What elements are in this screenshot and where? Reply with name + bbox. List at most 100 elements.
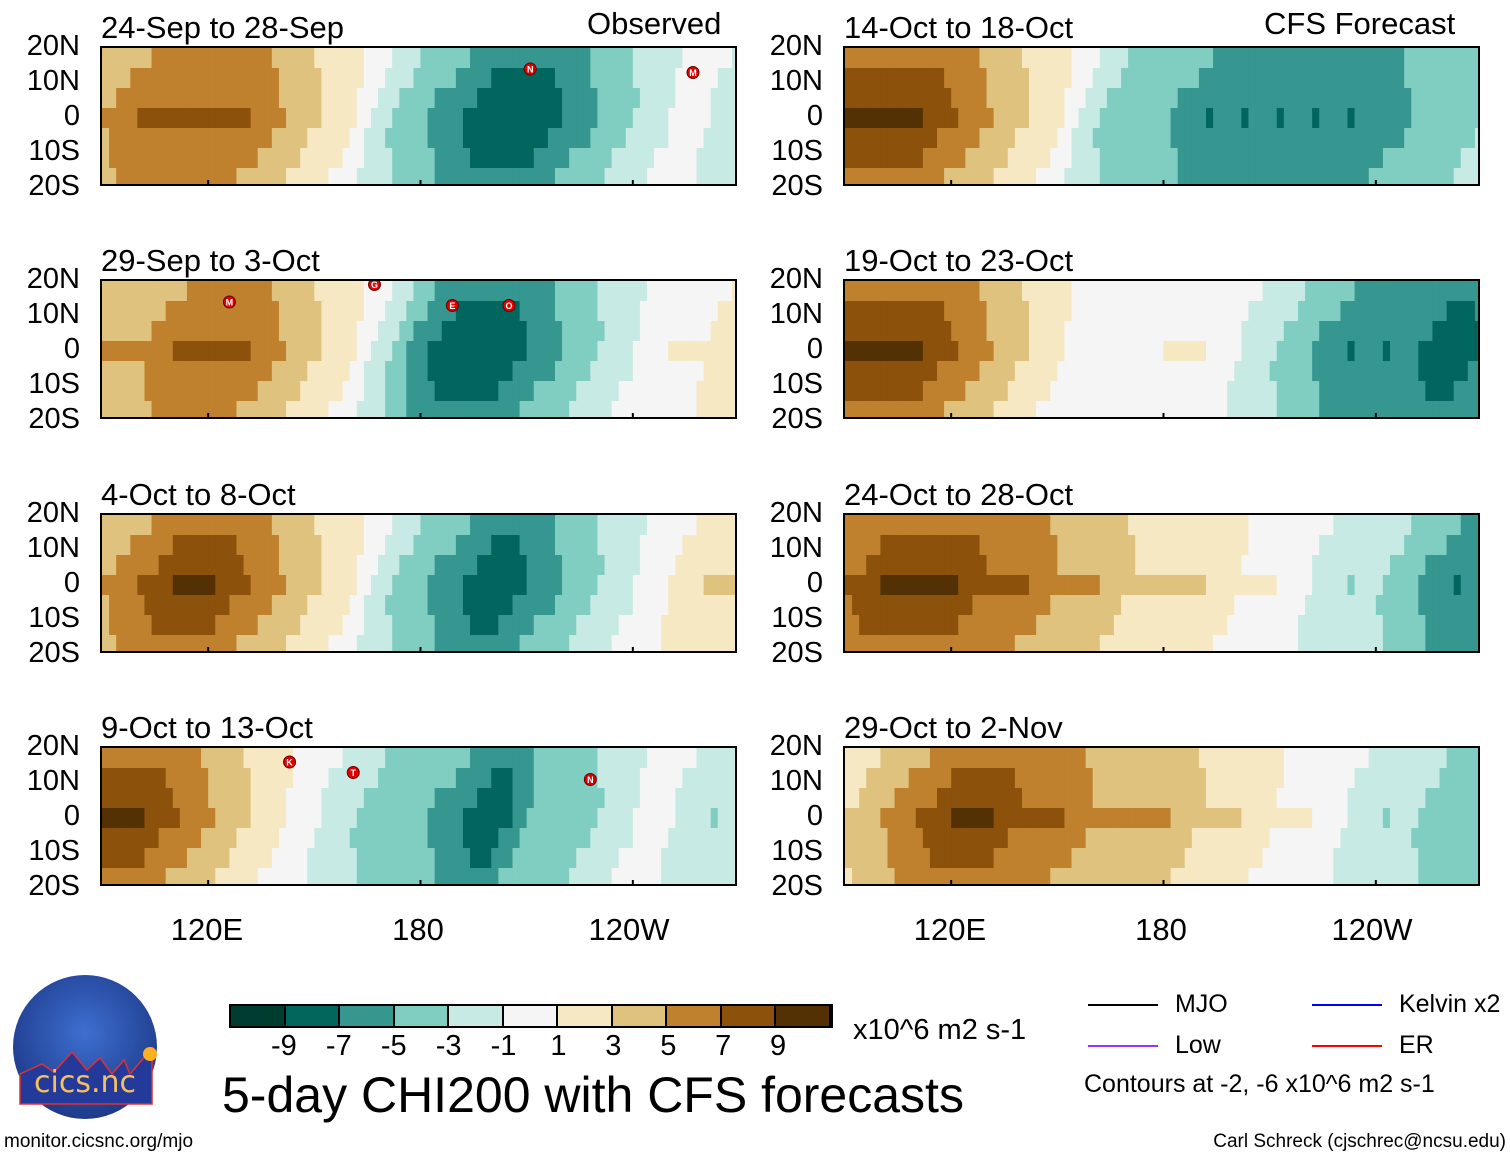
field-cell xyxy=(1389,635,1398,651)
field-cell xyxy=(271,808,280,829)
field-cell xyxy=(1050,575,1058,596)
field-cell xyxy=(731,381,735,402)
field-cell xyxy=(540,88,549,109)
field-cell xyxy=(1128,108,1136,129)
field-cell xyxy=(1319,361,1327,382)
field-cell xyxy=(1382,515,1391,536)
field-cell xyxy=(264,281,273,302)
field-cell xyxy=(243,615,252,636)
field-cell xyxy=(696,68,705,89)
field-cell xyxy=(562,868,570,884)
field-cell xyxy=(1163,635,1172,651)
field-cell xyxy=(632,788,641,809)
field-cell xyxy=(1121,555,1129,576)
field-cell xyxy=(271,615,280,636)
field-cell xyxy=(498,808,507,829)
field-cell xyxy=(958,575,966,596)
field-cell xyxy=(965,401,973,417)
field-cell xyxy=(505,88,514,109)
field-cell xyxy=(554,401,563,417)
field-cell xyxy=(1418,148,1426,169)
field-cell xyxy=(965,575,973,596)
field-cell xyxy=(328,361,337,382)
field-cell xyxy=(908,148,917,169)
field-cell xyxy=(1375,635,1384,651)
field-cell xyxy=(1432,555,1441,576)
lat-tick: 10S xyxy=(28,602,80,634)
field-cell xyxy=(1021,281,1030,302)
field-cell xyxy=(1227,555,1235,576)
field-cell xyxy=(597,168,606,184)
field-cell xyxy=(979,128,988,149)
field-cell xyxy=(1241,48,1250,69)
field-cell xyxy=(1305,535,1313,556)
field-cell xyxy=(427,768,436,789)
field-cell xyxy=(512,575,521,596)
field-cell xyxy=(859,401,867,417)
field-cell xyxy=(123,148,131,169)
field-cell xyxy=(307,281,315,302)
field-cell xyxy=(1467,341,1476,362)
field-cell xyxy=(554,381,563,402)
field-cell xyxy=(1446,535,1455,556)
field-cell xyxy=(1262,148,1271,169)
field-cell xyxy=(1347,828,1356,849)
field-cell xyxy=(370,555,379,576)
field-cell xyxy=(491,515,499,536)
field-cell xyxy=(1361,748,1370,769)
field-cell xyxy=(1085,361,1094,382)
field-cell xyxy=(229,515,238,536)
field-cell xyxy=(413,341,422,362)
field-cell xyxy=(293,868,301,884)
field-cell xyxy=(696,341,705,362)
field-cell xyxy=(1099,148,1108,169)
field-cell xyxy=(186,595,195,616)
field-cell xyxy=(491,108,499,129)
field-cell xyxy=(1092,555,1101,576)
field-cell xyxy=(179,301,188,322)
field-cell xyxy=(710,281,719,302)
field-cell xyxy=(208,301,216,322)
field-cell xyxy=(583,381,591,402)
field-cell xyxy=(1276,401,1285,417)
field-cell xyxy=(1255,615,1264,636)
field-cell xyxy=(604,595,613,616)
field-cell xyxy=(484,848,492,869)
field-cell xyxy=(1099,108,1108,129)
field-cell xyxy=(866,281,874,302)
field-cell xyxy=(1021,301,1030,322)
field-cell xyxy=(611,595,620,616)
field-cell xyxy=(1234,401,1242,417)
field-cell xyxy=(951,635,959,651)
field-cell xyxy=(1319,535,1327,556)
field-cell xyxy=(1375,281,1384,302)
field-cell xyxy=(1156,515,1165,536)
field-cell xyxy=(554,128,563,149)
field-cell xyxy=(569,108,577,129)
field-cell xyxy=(929,401,938,417)
field-cell xyxy=(342,148,351,169)
field-cell xyxy=(186,635,195,651)
field-cell xyxy=(1361,401,1370,417)
field-cell xyxy=(1071,361,1080,382)
field-cell xyxy=(123,128,131,149)
field-cell xyxy=(512,595,521,616)
field-cell xyxy=(109,128,117,149)
field-cell xyxy=(583,748,591,769)
field-cell xyxy=(1255,341,1264,362)
field-cell xyxy=(462,148,471,169)
field-cell xyxy=(109,615,117,636)
field-cell xyxy=(1453,48,1462,69)
field-cell xyxy=(109,748,117,769)
field-cell xyxy=(1092,748,1101,769)
field-cell xyxy=(590,301,599,322)
field-cell xyxy=(654,168,662,184)
field-cell xyxy=(462,381,471,402)
field-cell xyxy=(696,401,705,417)
field-cell xyxy=(703,535,712,556)
field-cell xyxy=(1446,595,1455,616)
field-cell xyxy=(194,68,202,89)
field-cell xyxy=(271,768,280,789)
field-cell xyxy=(859,595,867,616)
field-cell xyxy=(491,128,499,149)
